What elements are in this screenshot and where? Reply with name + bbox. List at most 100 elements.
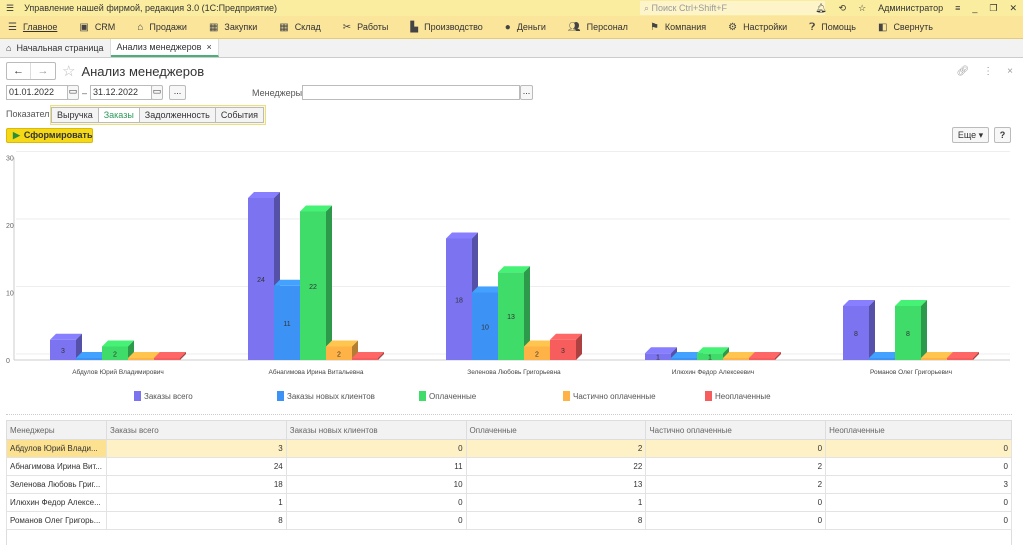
bar[interactable] <box>128 358 154 360</box>
indicator-revenue[interactable]: Выручка <box>51 107 99 123</box>
bar[interactable] <box>524 346 550 361</box>
menu-help[interactable]: ❓︎ Помощь <box>809 22 856 33</box>
data-label: 13 <box>507 314 515 321</box>
history-icon[interactable]: ⟲ <box>838 2 847 13</box>
bar[interactable] <box>921 358 947 360</box>
table-cell: 11 <box>285 457 467 476</box>
bar[interactable] <box>154 358 180 360</box>
help-button[interactable]: ? <box>994 127 1011 143</box>
bar-top <box>671 352 703 358</box>
legend-label: Оплаченные <box>429 391 477 401</box>
bar[interactable] <box>446 238 472 361</box>
table-row[interactable]: Зеленова Любовь Григ... 18 10 13 2 3 <box>6 475 1012 494</box>
bar[interactable] <box>550 339 576 360</box>
bar[interactable] <box>869 358 895 360</box>
bar[interactable] <box>50 339 76 360</box>
bar[interactable] <box>274 285 300 360</box>
back-button[interactable]: ← <box>7 63 31 79</box>
managers-table: Менеджеры Заказы всего Заказы новых клиент… <box>6 420 1012 530</box>
column-header[interactable]: Менеджеры <box>6 420 107 440</box>
bar-top <box>102 340 134 347</box>
app-title: Управление нашей фирмой, редакция 3.0 (1… <box>24 3 278 13</box>
menu-menu[interactable]: ☰ Главное <box>8 22 57 33</box>
menu-production[interactable]: ▙ Производство <box>410 22 482 33</box>
link-icon[interactable]: 🔗︎ <box>956 66 970 77</box>
calendar-from-icon[interactable]: ▭ <box>67 85 79 100</box>
bar[interactable] <box>843 306 869 360</box>
legend-label: Частично оплаченные <box>573 391 656 401</box>
managers-select-button[interactable]: ... <box>520 85 533 100</box>
column-header[interactable]: Заказы новых клиентов <box>285 420 467 440</box>
menu-staff[interactable]: 👥︎ Персонал <box>568 22 628 33</box>
bell-icon[interactable]: 🔔︎ <box>815 2 827 13</box>
hamburger-icon[interactable]: ☰ <box>6 2 15 13</box>
table-row[interactable]: Илюхин Федор Алексе... 1 0 1 0 0 <box>6 493 1012 512</box>
column-header[interactable]: Частично оплаченные <box>645 420 827 440</box>
table-row[interactable]: Романов Олег Григорь... 8 0 8 0 0 <box>6 511 1012 530</box>
date-from-input[interactable]: 01.01.2022 <box>6 85 68 100</box>
bar-top <box>248 192 280 198</box>
bar[interactable] <box>76 358 102 360</box>
bar[interactable] <box>102 346 128 361</box>
bar[interactable] <box>645 353 671 360</box>
menu-works[interactable]: ✂ Работы <box>343 22 389 33</box>
bar[interactable] <box>248 198 274 360</box>
date-to-input[interactable]: 31.12.2022 <box>90 85 152 100</box>
bar[interactable] <box>895 306 921 360</box>
indicator-events[interactable]: События <box>214 107 264 123</box>
bar[interactable] <box>352 358 378 360</box>
close-tab-icon[interactable]: × <box>206 42 212 52</box>
table-cell: 0 <box>285 439 467 458</box>
bar[interactable] <box>697 353 723 360</box>
search-input[interactable]: ⌕ Поиск Ctrl+Shift+F <box>640 1 825 15</box>
bar[interactable] <box>671 358 697 360</box>
table-cell: Абнагимова Ирина Вит... <box>6 457 107 476</box>
menu-gear[interactable]: ⚙ Настройки <box>728 22 787 33</box>
bar[interactable] <box>472 292 498 361</box>
menu-purchases[interactable]: ▦ Закупки <box>209 22 257 33</box>
tab-managers-analysis[interactable]: Анализ менеджеров × <box>110 39 219 57</box>
managers-input[interactable] <box>302 85 520 100</box>
menu-crm[interactable]: ▣ CRM <box>79 22 115 33</box>
bar[interactable] <box>300 211 326 361</box>
user-name[interactable]: Администратор <box>878 3 944 13</box>
table-row[interactable]: Абнагимова Ирина Вит... 24 11 22 2 0 <box>6 457 1012 476</box>
data-label: 2 <box>113 351 117 358</box>
bar[interactable] <box>947 358 973 360</box>
forward-button[interactable]: → <box>37 65 49 77</box>
close-form-icon[interactable]: × <box>1007 66 1013 77</box>
restore-icon[interactable]: ❐ <box>989 2 998 13</box>
indicator-debt[interactable]: Задолженность <box>138 107 216 123</box>
bar-top <box>895 300 927 306</box>
bar[interactable] <box>326 346 352 361</box>
menu-collapse[interactable]: ◧ Свернуть <box>878 22 933 33</box>
more-icon[interactable]: ⋮ <box>983 66 994 77</box>
column-header[interactable]: Неоплаченные <box>825 420 1012 440</box>
menu-money[interactable]: ● Деньги <box>505 22 546 33</box>
bar[interactable] <box>498 272 524 360</box>
minimize-icon[interactable]: _ <box>972 3 978 13</box>
period-select-button[interactable]: ... <box>169 85 186 100</box>
menu-warehouse[interactable]: ▦ Склад <box>279 22 321 33</box>
bar[interactable] <box>723 358 749 360</box>
y-tick-label: 20 <box>6 223 14 230</box>
x-tick-label: Романов Олег Григорьевич <box>870 369 952 376</box>
table-cell: 0 <box>825 439 1012 458</box>
generate-button[interactable]: ▶ Сформировать <box>6 128 93 143</box>
bar-top <box>723 352 755 358</box>
more-button[interactable]: Еще ▾ <box>952 127 989 143</box>
close-icon[interactable]: ✕ <box>1009 2 1017 13</box>
menu-sales[interactable]: ⌂ Продажи <box>137 22 187 33</box>
settings-menu-icon[interactable]: ≡ <box>955 3 961 13</box>
column-header[interactable]: Заказы всего <box>105 420 287 440</box>
table-row[interactable]: Абдулов Юрий Влади... 3 0 2 0 0 <box>6 439 1012 458</box>
menu-flag[interactable]: ⚑ Компания <box>650 22 706 33</box>
column-header[interactable]: Оплаченные <box>465 420 647 440</box>
calendar-to-icon[interactable]: ▭ <box>151 85 163 100</box>
favorite-star-icon[interactable]: ☆ <box>62 63 76 80</box>
tab-home[interactable]: ⌂ Начальная страница <box>0 39 111 57</box>
star-icon[interactable]: ☆ <box>858 2 867 13</box>
bar[interactable] <box>749 358 775 360</box>
generate-label: Сформировать <box>23 130 93 140</box>
indicator-orders[interactable]: Заказы <box>97 107 140 123</box>
